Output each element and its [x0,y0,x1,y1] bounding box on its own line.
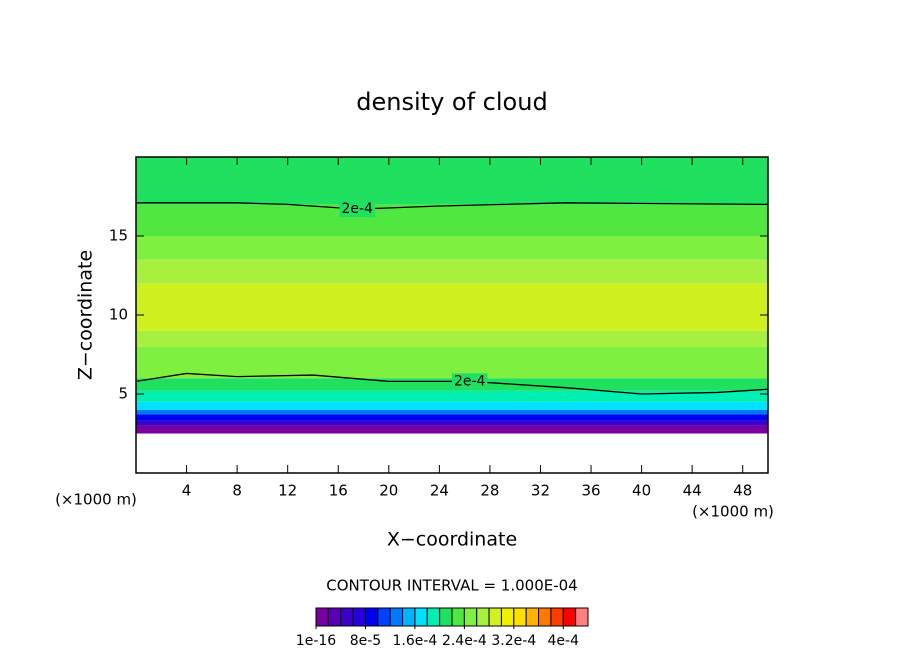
x-tick-label: 32 [531,482,550,500]
colorbar-swatch [402,607,416,627]
colorbar-label: 8e-5 [350,633,381,649]
colorbar-swatch [315,607,329,627]
x-tick-label: 20 [379,482,398,500]
colorbar-label: 1e-16 [296,633,336,649]
x-tick-label: 8 [232,482,242,500]
colorbar-swatch [525,607,540,627]
colorbar-swatch [426,607,441,627]
colorbar-swatch [488,607,502,627]
colorbar-label: 2.4e-4 [442,633,487,649]
contour-label: 2e-4 [454,373,486,389]
x-tick-label: 40 [632,482,651,500]
field-band [136,283,768,331]
colorbar-label: 3.2e-4 [491,633,536,649]
y-tick-label: 5 [118,385,128,403]
field-band [136,401,768,410]
contour-interval: CONTOUR INTERVAL = 1.000E-04 [326,577,577,595]
field-band [136,346,768,379]
colorbar-swatch [414,607,428,627]
colorbar-swatch [562,607,577,627]
colorbar-label: 1.6e-4 [392,633,437,649]
x-tick-label: 44 [683,482,702,500]
contour-line [135,372,769,395]
contour-label-bg [339,201,376,218]
colorbar-swatch [550,607,564,627]
colorbar-swatch [500,607,515,627]
x-tick-label: 4 [182,482,192,500]
field-band [136,414,768,421]
field-band [136,157,768,205]
colorbar-swatch [538,607,552,627]
field-band [136,409,768,415]
colorbar-swatch [377,607,391,627]
field-band [136,390,768,402]
colorbar-swatch [575,607,589,627]
colorbar-label: 4e-4 [548,633,580,649]
field-band [136,204,768,236]
x-tick-label: 24 [430,482,449,500]
chart-title: density of cloud [356,88,547,116]
colorbar-swatch [513,607,527,627]
x-tick-label: 28 [480,482,499,500]
field-band [136,330,768,347]
field-band [136,236,768,260]
colorbar-swatch [340,607,354,627]
x-tick-label: 12 [278,482,297,500]
colorbar-swatch [327,607,342,627]
y-axis-label: Z−coordinate [75,250,97,380]
contour-label: 2e-4 [341,201,373,217]
colorbar-swatch [451,607,465,627]
colorbar-swatch [463,607,478,627]
y-tick-label: 15 [109,227,128,245]
field-band [136,420,768,426]
colorbar-swatch [389,607,404,627]
field-band [136,259,768,284]
x-unit-label: (×1000 m) [692,503,774,521]
contour-label-bg [451,373,488,390]
x-unit-label: (×1000 m) [55,491,137,509]
x-axis-label: X−coordinate [387,529,517,551]
colorbar-swatch [439,607,453,627]
y-tick-label: 10 [109,306,128,324]
x-tick-label: 48 [733,482,752,500]
field-band [136,425,768,434]
colorbar-swatch [364,607,379,627]
x-tick-label: 36 [581,482,600,500]
colorbar-swatch [476,607,490,627]
x-tick-label: 16 [329,482,348,500]
colorbar-swatch [352,607,366,627]
